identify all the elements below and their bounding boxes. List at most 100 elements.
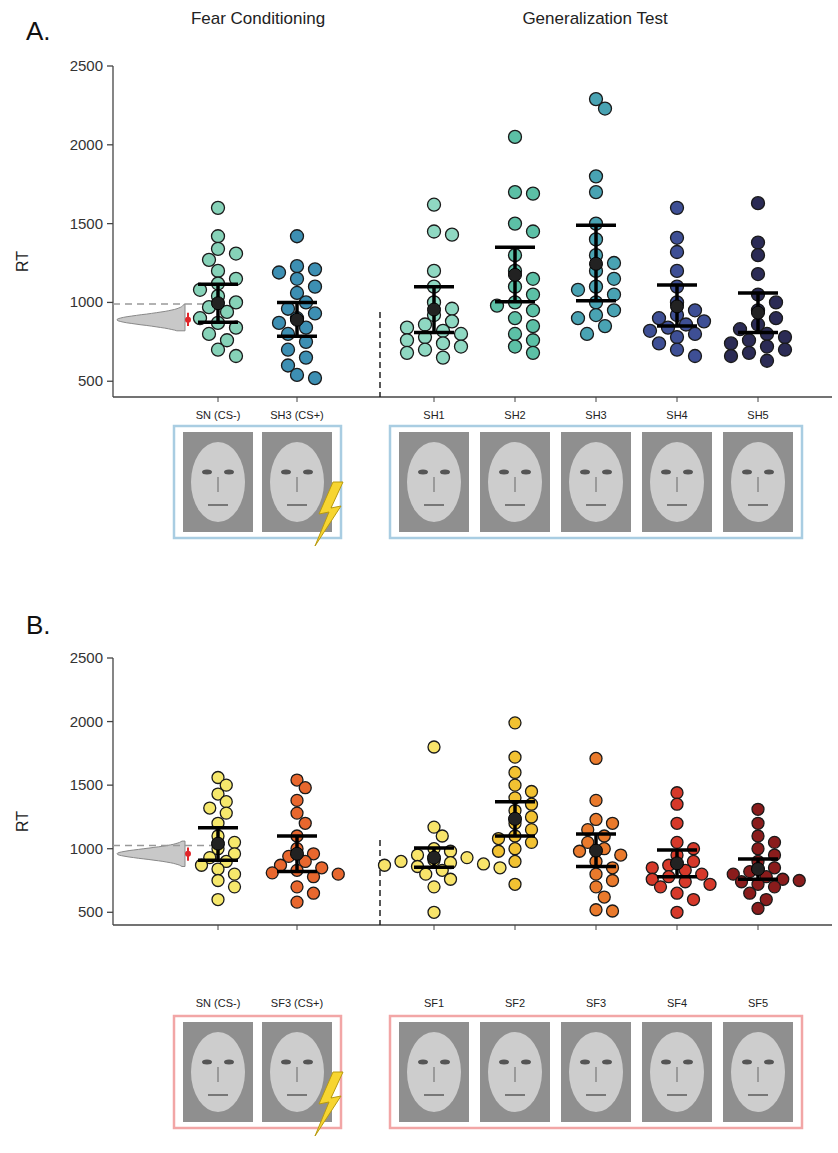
error-cap — [657, 324, 697, 328]
face-image — [742, 1060, 752, 1065]
section-title: Generalization Test — [522, 9, 667, 28]
panel-label: A. — [26, 16, 51, 46]
face-image — [296, 1067, 298, 1082]
face-image — [650, 442, 704, 522]
y-axis — [112, 66, 113, 397]
y-tick-label: 2000 — [70, 713, 103, 730]
data-point — [212, 894, 224, 906]
data-point — [671, 836, 683, 848]
y-tick-label: 2500 — [70, 57, 103, 74]
mean-marker — [671, 857, 684, 870]
face-image — [424, 1094, 444, 1096]
face-image — [602, 470, 612, 475]
x-tick-label: SF3 — [586, 997, 606, 1009]
face-image — [742, 470, 752, 475]
data-point — [752, 249, 765, 262]
face-image — [488, 1032, 542, 1112]
y-tick — [107, 657, 113, 658]
face-image — [433, 477, 435, 492]
face-image — [399, 1022, 469, 1122]
face-image — [440, 1060, 450, 1065]
face-image — [505, 1094, 525, 1096]
data-point — [266, 867, 278, 879]
face-image — [667, 1094, 687, 1096]
face-image — [418, 1060, 428, 1065]
face-image — [281, 1060, 291, 1065]
data-point — [655, 881, 667, 893]
error-cap — [414, 285, 454, 289]
data-point — [401, 321, 414, 334]
data-point — [461, 852, 473, 864]
x-tick-label: SF3 (CS+) — [271, 997, 323, 1009]
axis-title: RT — [14, 251, 31, 272]
data-point — [309, 263, 322, 276]
y-tick — [107, 302, 113, 303]
mean-marker — [752, 306, 765, 319]
face-image — [440, 470, 450, 475]
x-tick — [677, 397, 678, 402]
x-axis — [113, 396, 832, 397]
error-cap — [414, 331, 454, 335]
mean-marker — [212, 837, 225, 850]
data-point — [761, 354, 774, 367]
data-point — [671, 906, 683, 918]
panel: B.RT5001000150020002500SN (CS-)SF3 (CS+)… — [14, 610, 832, 1136]
data-point — [671, 817, 683, 829]
mean-marker — [509, 812, 522, 825]
mean-marker — [509, 268, 522, 281]
y-tick — [107, 912, 113, 913]
error-cap — [738, 857, 778, 861]
data-point — [590, 904, 602, 916]
data-point — [428, 225, 441, 238]
x-tick — [434, 397, 435, 402]
data-point — [793, 875, 805, 887]
data-point — [698, 315, 711, 328]
data-point — [689, 304, 702, 317]
data-point — [446, 302, 459, 315]
face-image — [757, 477, 759, 492]
data-point — [744, 887, 756, 899]
data-point — [743, 346, 756, 359]
stimulus-box — [174, 426, 341, 538]
face-image — [661, 470, 671, 475]
data-point — [590, 170, 603, 183]
panel: A.Fear ConditioningGeneralization TestRT… — [14, 9, 832, 546]
data-point — [428, 264, 441, 277]
data-point — [644, 324, 657, 337]
data-point — [671, 887, 683, 899]
y-tick-label: 1500 — [70, 776, 103, 793]
data — [113, 93, 792, 385]
x-tick-label: SF2 — [505, 997, 525, 1009]
data-point — [509, 751, 521, 763]
face-image — [303, 470, 313, 475]
error-cap — [414, 865, 454, 869]
data-point — [689, 327, 702, 340]
face-image — [183, 432, 253, 532]
data-point — [526, 836, 538, 848]
face-image — [764, 1060, 774, 1065]
mean-marker — [291, 847, 304, 860]
face-image — [731, 1032, 785, 1112]
face-image — [580, 470, 590, 475]
error-cap — [576, 223, 616, 227]
face-image — [399, 432, 469, 532]
error-cap — [576, 832, 616, 836]
x-tick — [515, 397, 516, 402]
data-point — [203, 253, 216, 266]
data-point — [704, 878, 716, 890]
face-image — [676, 1067, 678, 1082]
y-axis — [112, 658, 113, 925]
data-point — [299, 782, 311, 794]
face-image — [191, 442, 245, 522]
face-image — [262, 432, 332, 532]
error-cap — [738, 331, 778, 335]
face-image — [407, 442, 461, 522]
data-point — [581, 327, 594, 340]
error-cap — [738, 877, 778, 881]
y-tick-label: 2500 — [70, 649, 103, 666]
data-point — [696, 868, 708, 880]
error-cap — [576, 299, 616, 303]
face-image — [217, 1067, 219, 1082]
data-point — [572, 312, 585, 325]
face-image — [208, 1094, 228, 1096]
